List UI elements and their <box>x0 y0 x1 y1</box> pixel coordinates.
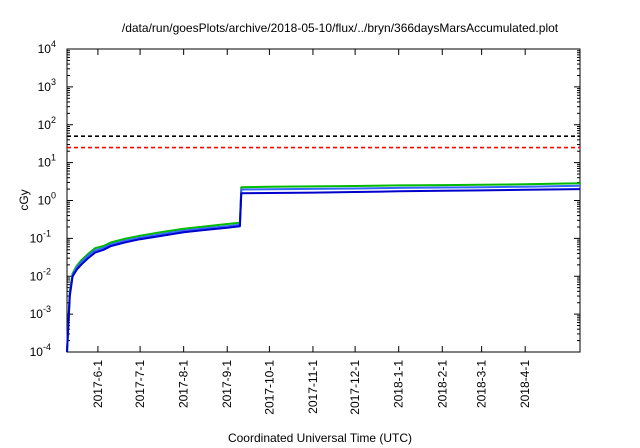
x-tick-label: 2017-11-1 <box>306 360 320 414</box>
x-tick-label: 2018-2-1 <box>435 360 449 408</box>
y-axis-label: cGy <box>17 189 31 210</box>
plot-area <box>66 48 581 353</box>
y-tick-label: 10-4 <box>30 342 51 359</box>
y-axis: 10-4 10-3 10-2 10-1 100 101 102 103 104 <box>30 39 580 359</box>
x-axis-label: Coordinated Universal Time (UTC) <box>228 431 412 445</box>
x-tick-label: 2018-4-1 <box>518 360 532 408</box>
y-tick-label: 101 <box>38 153 56 170</box>
x-tick-label: 2017-7-1 <box>133 360 147 408</box>
y-tick-label: 104 <box>38 39 56 56</box>
series-line-0 <box>66 182 581 353</box>
chart-title: /data/run/goesPlots/archive/2018-05-10/f… <box>122 21 559 35</box>
x-tick-label: 2018-1-1 <box>392 360 406 408</box>
y-tick-label: 10-3 <box>30 304 51 321</box>
x-axis: 2017-6-1 2017-7-1 2017-8-1 2017-9-1 2017-10-… <box>91 49 532 415</box>
x-tick-label: 2017-8-1 <box>177 360 191 408</box>
y-tick-label: 10-2 <box>30 266 51 283</box>
series-layer <box>66 135 581 353</box>
series-line-2 <box>66 188 581 353</box>
x-tick-label: 2018-3-1 <box>475 360 489 408</box>
y-tick-label: 100 <box>38 191 56 208</box>
x-tick-label: 2017-9-1 <box>220 360 234 408</box>
series-line-1 <box>66 184 581 353</box>
x-tick-label: 2017-12-1 <box>348 360 362 415</box>
y-tick-label: 102 <box>38 115 56 132</box>
y-tick-label: 103 <box>38 77 56 94</box>
y-tick-label: 10-1 <box>30 228 51 245</box>
x-tick-label: 2017-10-1 <box>262 360 276 415</box>
x-tick-label: 2017-6-1 <box>91 360 105 408</box>
